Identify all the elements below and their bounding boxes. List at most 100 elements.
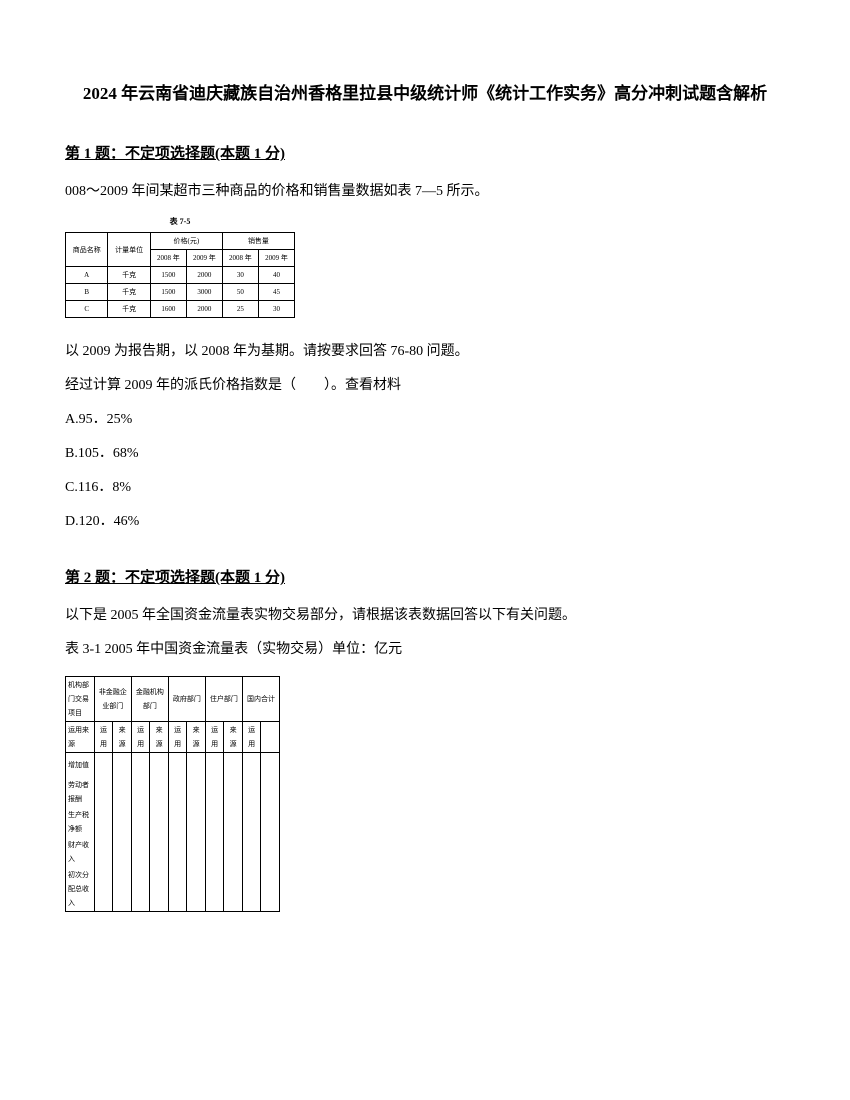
- table-cell: 1500: [150, 267, 186, 284]
- table-header: 商品名称: [66, 233, 108, 267]
- table-cell: [113, 777, 132, 807]
- table-cell: [131, 867, 150, 912]
- table-cell: [205, 777, 224, 807]
- table-cell: [224, 777, 243, 807]
- table-cell: C: [66, 301, 108, 318]
- table-cell: [261, 777, 280, 807]
- q1-header: 第 1 题：不定项选择题(本题 1 分): [65, 142, 785, 163]
- table-cell: [242, 753, 261, 777]
- table-header: 运用: [94, 722, 113, 753]
- table-cell: [205, 753, 224, 777]
- table-cell: [187, 807, 206, 837]
- table-cell: [261, 867, 280, 912]
- table-cell: [187, 753, 206, 777]
- q2-table: 机构部门交易项目 非金融企业部门 金融机构部门 政府部门 住户部门 国内合计 运…: [65, 676, 280, 912]
- table-header: 政府部门: [168, 677, 205, 722]
- table-header: 2009 年: [186, 250, 222, 267]
- table-row: 初次分配总收入: [66, 867, 280, 912]
- table-cell: [224, 837, 243, 867]
- table-cell: [205, 867, 224, 912]
- table-cell: 30: [258, 301, 294, 318]
- table-row: 劳动者报酬: [66, 777, 280, 807]
- page-title: 2024 年云南省迪庆藏族自治州香格里拉县中级统计师《统计工作实务》高分冲刺试题…: [65, 80, 785, 107]
- table-cell: [261, 807, 280, 837]
- table-header: 运用: [131, 722, 150, 753]
- table-header: 2008 年: [150, 250, 186, 267]
- table-cell: [113, 753, 132, 777]
- table-cell: [242, 807, 261, 837]
- table-cell: [168, 837, 187, 867]
- table-cell: [168, 777, 187, 807]
- q1-text1: 以 2009 为报告期，以 2008 年为基期。请按要求回答 76-80 问题。: [65, 338, 785, 366]
- table-header: 金融机构部门: [131, 677, 168, 722]
- table-cell: [205, 807, 224, 837]
- question-2: 第 2 题：不定项选择题(本题 1 分) 以下是 2005 年全国资金流量表实物…: [65, 566, 785, 912]
- table-cell: 劳动者报酬: [66, 777, 95, 807]
- table-header: 2009 年: [258, 250, 294, 267]
- table-cell: [224, 753, 243, 777]
- table-header: 非金融企业部门: [94, 677, 131, 722]
- table-cell: 1600: [150, 301, 186, 318]
- table-header: 价格(元): [150, 233, 222, 250]
- q1-option-a: A.95．25%: [65, 406, 785, 434]
- table-cell: [131, 777, 150, 807]
- q1-options: A.95．25% B.105．68% C.116．8% D.120．46%: [65, 406, 785, 536]
- q2-header: 第 2 题：不定项选择题(本题 1 分): [65, 566, 785, 587]
- table-cell: [187, 777, 206, 807]
- table-cell: [131, 807, 150, 837]
- table-cell: [150, 837, 169, 867]
- table-header: 来源: [224, 722, 243, 753]
- table-header: 运用来源: [66, 722, 95, 753]
- table-cell: [131, 837, 150, 867]
- table-cell: [113, 867, 132, 912]
- table-cell: [94, 807, 113, 837]
- q1-option-c: C.116．8%: [65, 474, 785, 502]
- table-cell: 1500: [150, 284, 186, 301]
- table-header: 来源: [113, 722, 132, 753]
- table-cell: A: [66, 267, 108, 284]
- q2-subtitle: 表 3-1 2005 年中国资金流量表（实物交易）单位：亿元: [65, 636, 785, 664]
- q1-intro: 008～2009 年间某超市三种商品的价格和销售量数据如表 7—5 所示。: [65, 178, 785, 206]
- table-cell: 3000: [186, 284, 222, 301]
- table-row: 财产收入: [66, 837, 280, 867]
- table-header: 机构部门交易项目: [66, 677, 95, 722]
- table-cell: [168, 753, 187, 777]
- table-cell: [94, 777, 113, 807]
- q1-table-wrapper: 表 7-5 商品名称 计量单位 价格(元) 销售量 2008 年 2009 年 …: [65, 214, 785, 318]
- table-cell: 2000: [186, 267, 222, 284]
- table-header: 2008 年: [222, 250, 258, 267]
- table-cell: [94, 753, 113, 777]
- table-row: A 千克 1500 2000 30 40: [66, 267, 295, 284]
- table-header: 运用: [242, 722, 261, 753]
- q2-body: 以下是 2005 年全国资金流量表实物交易部分，请根据该表数据回答以下有关问题。…: [65, 602, 785, 912]
- table-header: 销售量: [222, 233, 294, 250]
- table-cell: [242, 837, 261, 867]
- table-header: 国内合计: [242, 677, 279, 722]
- table-cell: 生产税净额: [66, 807, 95, 837]
- table-cell: B: [66, 284, 108, 301]
- table-cell: [224, 867, 243, 912]
- table-cell: [94, 867, 113, 912]
- table-header: 运用: [168, 722, 187, 753]
- table-cell: 25: [222, 301, 258, 318]
- table-cell: [242, 777, 261, 807]
- table-row: B 千克 1500 3000 50 45: [66, 284, 295, 301]
- table-cell: [242, 867, 261, 912]
- table-row: C 千克 1600 2000 25 30: [66, 301, 295, 318]
- q1-option-b: B.105．68%: [65, 440, 785, 468]
- table-cell: 45: [258, 284, 294, 301]
- table-header: 来源: [150, 722, 169, 753]
- table-cell: 2000: [186, 301, 222, 318]
- table-cell: [205, 837, 224, 867]
- table-cell: [150, 867, 169, 912]
- table-cell: [150, 777, 169, 807]
- table-cell: 千克: [108, 284, 150, 301]
- table-cell: 40: [258, 267, 294, 284]
- table-cell: 初次分配总收入: [66, 867, 95, 912]
- q1-body: 008～2009 年间某超市三种商品的价格和销售量数据如表 7—5 所示。 表 …: [65, 178, 785, 536]
- table-header: 运用: [205, 722, 224, 753]
- q1-table-title: 表 7-5: [65, 214, 295, 230]
- table-header: 计量单位: [108, 233, 150, 267]
- table-cell: [150, 807, 169, 837]
- table-row: 增加值: [66, 753, 280, 777]
